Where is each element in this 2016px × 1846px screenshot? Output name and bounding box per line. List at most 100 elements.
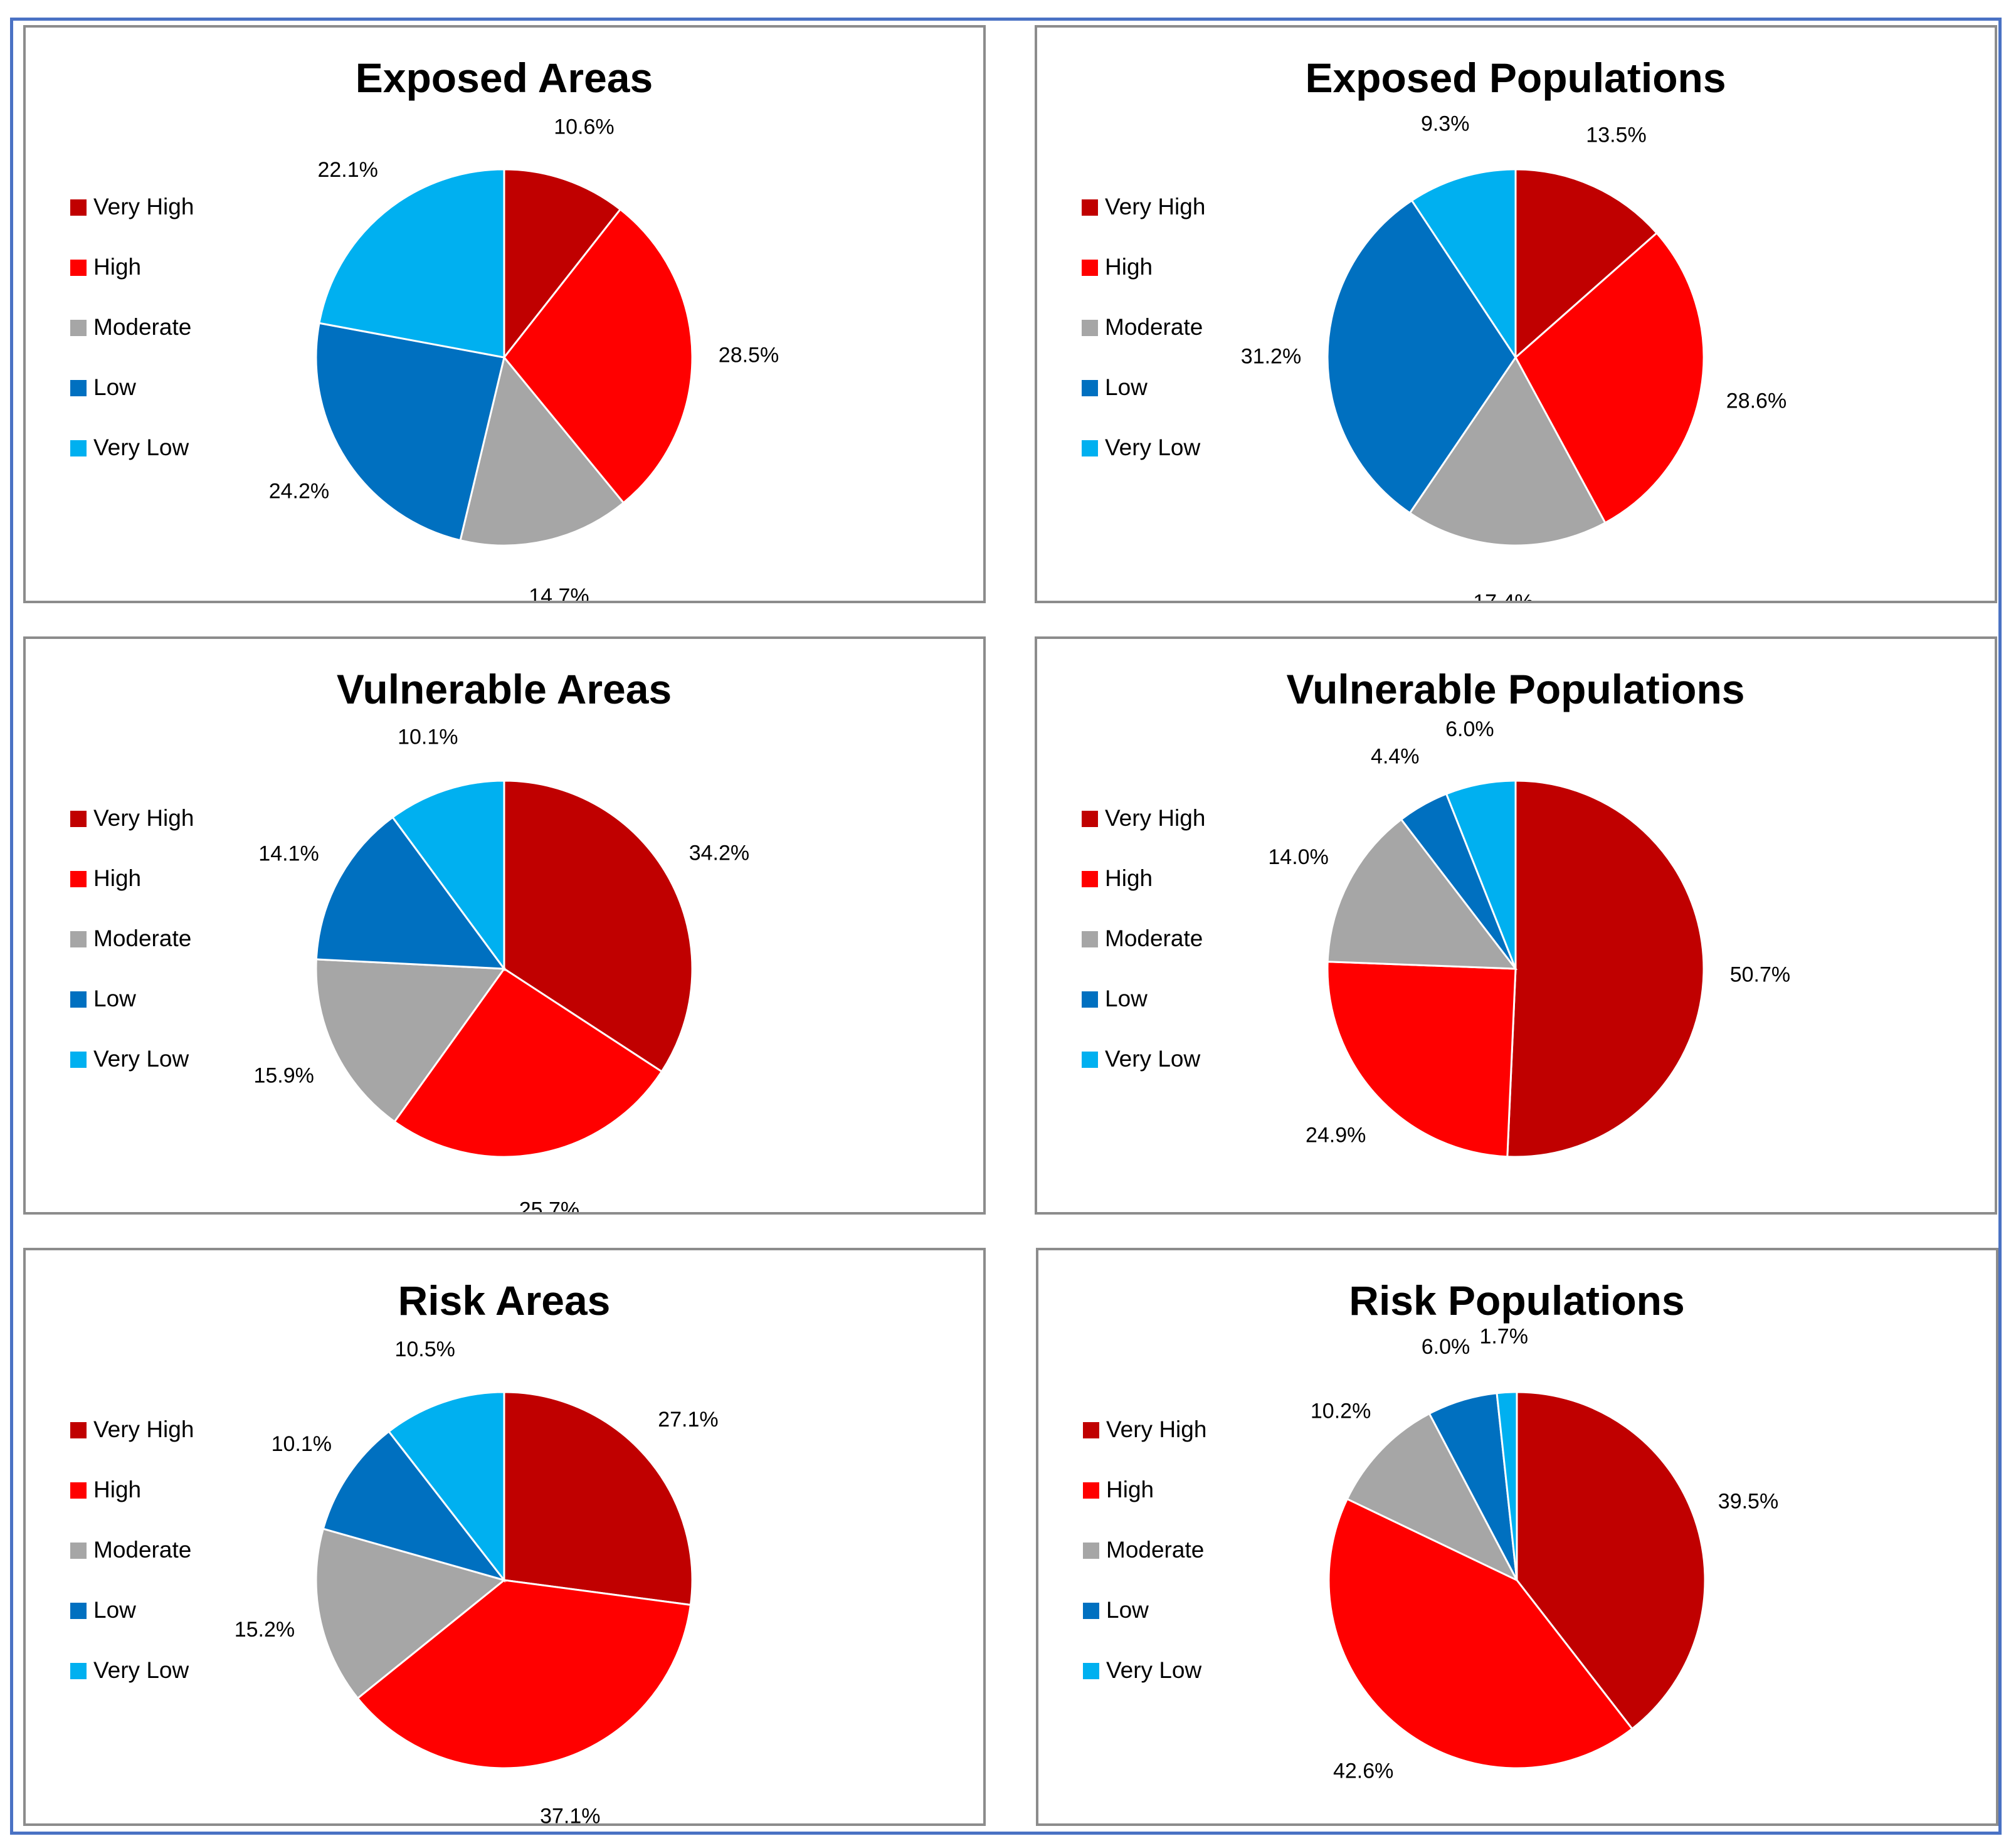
legend-swatch-moderate <box>1082 320 1098 336</box>
legend-label-low: Low <box>93 986 136 1011</box>
pie-chart-exposed-areas: Exposed Areas 10.6% 28.5% 14.7% 24.2% 22.1% Ve… <box>70 55 779 601</box>
pie-slice-low <box>322 1430 507 1582</box>
legend-label-high: High <box>1105 865 1153 891</box>
legend-swatch-low <box>70 1603 87 1619</box>
data-label-low: 24.2% <box>269 479 329 503</box>
pie-slice-high <box>1327 1497 1633 1770</box>
data-label-very-low: 10.1% <box>398 725 458 749</box>
figure-frame <box>10 18 2002 1835</box>
legend-label-very-high: Very High <box>1105 194 1205 219</box>
data-label-high: 24.9% <box>1306 1123 1366 1147</box>
data-label-very-high: 34.2% <box>689 841 749 865</box>
legend-label-high: High <box>93 254 141 280</box>
data-label-very-high: 50.7% <box>1730 963 1790 987</box>
pie-slice-high <box>1326 961 1517 1158</box>
pie-slice-moderate <box>1408 356 1607 547</box>
legend-label-high: High <box>93 865 141 891</box>
pie-slice-very-high <box>1514 168 1659 360</box>
legend-swatch-very-low <box>70 1052 87 1068</box>
legend-label-low: Low <box>1105 374 1148 400</box>
legend-label-very-high: Very High <box>1105 805 1205 831</box>
legend-swatch-very-high <box>1082 199 1098 216</box>
pie-slice-very-low <box>1410 168 1517 361</box>
pie-slice-low <box>315 816 507 970</box>
legend-swatch-very-high <box>70 811 87 827</box>
pie-chart-exposed-populations: Exposed Populations 13.5% 28.6% 17.4% 31.2% 9… <box>1082 55 1786 601</box>
legend-label-very-low: Very Low <box>93 1657 189 1683</box>
pie-slice-low <box>1326 199 1517 515</box>
legend-swatch-very-low <box>1082 440 1098 456</box>
data-label-very-high: 13.5% <box>1586 124 1646 147</box>
data-label-moderate: 10.2% <box>1311 1400 1371 1423</box>
legend-swatch-very-high <box>70 1422 87 1438</box>
legend-label-high: High <box>93 1477 141 1502</box>
pie-slice-moderate <box>315 1527 507 1700</box>
legend-label-low: Low <box>93 374 136 400</box>
data-label-low: 14.1% <box>258 841 319 865</box>
data-label-very-low: 10.5% <box>394 1337 455 1361</box>
chart-title: Risk Populations <box>1349 1277 1684 1324</box>
panel-risk-populations: Risk Populations 39.5% 42.6% 10.2% 6.0% 1.7% V… <box>1036 1248 1998 1826</box>
legend-label-very-high: Very High <box>93 1416 194 1442</box>
legend-swatch-low <box>70 380 87 396</box>
pie-chart-risk-areas: Risk Areas 27.1% 37.1% 15.2% 10.1% 10.5% Very … <box>70 1277 719 1823</box>
pie-slice-very-low <box>1496 1391 1518 1581</box>
data-label-high: 25.7% <box>519 1198 579 1212</box>
legend-label-very-low: Very Low <box>93 1046 189 1072</box>
legend-swatch-low <box>1083 1603 1099 1619</box>
legend-label-moderate: Moderate <box>93 314 191 340</box>
pie-slice-very-low <box>318 168 505 359</box>
legend-label-high: High <box>1106 1477 1154 1502</box>
legend-swatch-moderate <box>1082 931 1098 947</box>
data-label-moderate: 15.2% <box>235 1618 295 1642</box>
pie-slice-very-low <box>1445 779 1517 969</box>
data-label-low: 31.2% <box>1241 345 1301 369</box>
data-label-very-low: 22.1% <box>317 158 377 182</box>
data-label-moderate: 15.9% <box>253 1063 314 1087</box>
legend-swatch-high <box>1082 871 1098 887</box>
data-label-moderate: 17.4% <box>1473 591 1533 601</box>
pie-slice-moderate <box>459 355 625 547</box>
legend-swatch-high <box>70 260 87 276</box>
data-label-high: 42.6% <box>1333 1759 1393 1783</box>
legend-label-moderate: Moderate <box>93 926 191 951</box>
legend-label-moderate: Moderate <box>1105 314 1203 340</box>
pie-chart-vulnerable-populations: Vulnerable Populations 50.7% 24.9% 14.0% 4.4… <box>1082 666 1790 1158</box>
legend-swatch-moderate <box>70 320 87 336</box>
data-label-high: 28.5% <box>719 344 779 367</box>
data-label-very-low: 1.7% <box>1479 1325 1528 1349</box>
legend-label-very-low: Very Low <box>1106 1657 1201 1683</box>
data-label-very-high: 10.6% <box>554 115 614 139</box>
pie-slice-very-high <box>1506 779 1705 1158</box>
legend-swatch-very-low <box>70 1663 87 1679</box>
data-label-very-low: 6.0% <box>1445 717 1494 741</box>
legend-label-very-high: Very High <box>93 194 194 219</box>
chart-title: Exposed Areas <box>356 55 653 101</box>
legend-label-low: Low <box>93 1597 136 1623</box>
pie-slice-high <box>503 208 694 504</box>
legend-swatch-very-low <box>70 440 87 456</box>
panel-vulnerable-populations: Vulnerable Populations 50.7% 24.9% 14.0% 4.4… <box>1035 636 1997 1215</box>
pie-slice-very-low <box>391 779 505 972</box>
legend-label-low: Low <box>1105 986 1148 1011</box>
legend-swatch-low <box>70 991 87 1008</box>
pie-slice-moderate <box>315 958 506 1123</box>
legend-swatch-very-low <box>1082 1052 1098 1068</box>
panel-exposed-areas: Exposed Areas 10.6% 28.5% 14.7% 24.2% 22.1% Ve… <box>23 25 986 603</box>
data-label-low: 6.0% <box>1422 1335 1470 1359</box>
pie-slice-high <box>393 967 663 1158</box>
chart-title: Vulnerable Populations <box>1287 666 1745 712</box>
chart-title: Exposed Populations <box>1305 55 1726 101</box>
pie-slice-high <box>356 1579 692 1770</box>
pie-chart-risk-populations: Risk Populations 39.5% 42.6% 10.2% 6.0% 1.7% V… <box>1083 1277 1778 1783</box>
legend-label-very-high: Very High <box>1106 1416 1206 1442</box>
legend-swatch-high <box>70 871 87 887</box>
pie-slice-very-high <box>1516 1391 1706 1731</box>
legend-swatch-very-high <box>1082 811 1098 827</box>
pie-slice-very-low <box>388 1391 505 1583</box>
legend-label-moderate: Moderate <box>93 1537 191 1563</box>
legend-label-low: Low <box>1106 1597 1149 1623</box>
pie-chart-vulnerable-areas: Vulnerable Areas 34.2% 25.7% 15.9% 14.1% 10.1… <box>70 666 749 1212</box>
legend-label-moderate: Moderate <box>1105 926 1203 951</box>
data-label-moderate: 14.7% <box>529 584 589 601</box>
